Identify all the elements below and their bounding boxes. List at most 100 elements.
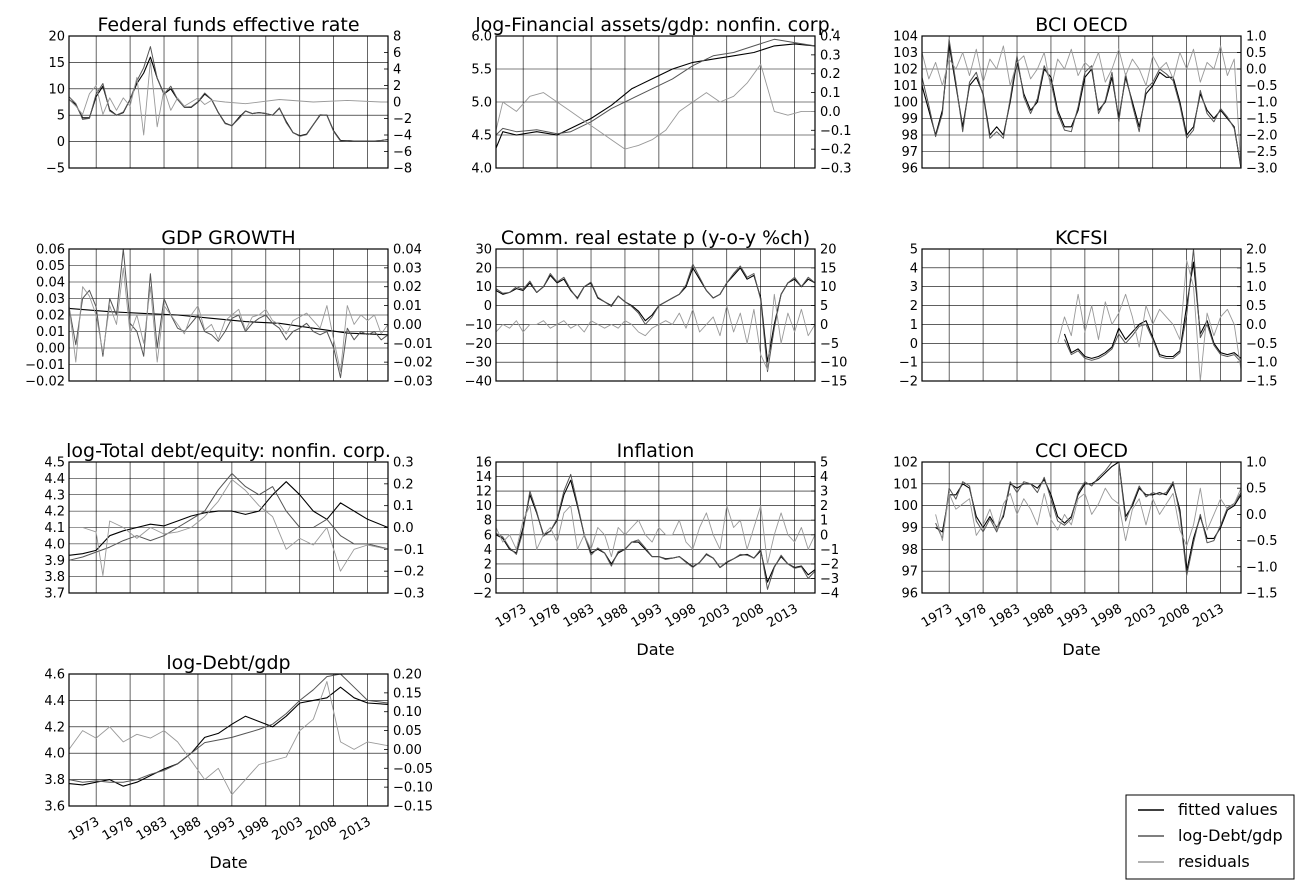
series-line-log-debt-gdp — [68, 248, 389, 379]
y-tick-label: 4.4 — [44, 472, 65, 487]
y2-tick-label: 1.0 — [1246, 280, 1267, 295]
y2-tick-label: 0.1 — [820, 86, 841, 101]
series-line-log-debt-gdp — [68, 473, 389, 561]
y2-tick-label: 0.5 — [1246, 46, 1267, 61]
series-line-fitted-values — [68, 481, 389, 556]
y-tick-label: 6 — [484, 528, 492, 543]
y2-tick-label: −0.2 — [820, 143, 852, 158]
y-tick-label: 4.1 — [44, 521, 65, 536]
y2-tick-label: −1.0 — [1246, 560, 1278, 575]
chart-panel-7: log-Total debt/equity: nonfin. corp.4.54… — [44, 440, 424, 602]
series-line-fitted-values — [1063, 261, 1242, 359]
x-axis-label: Date — [1062, 640, 1100, 659]
y2-tick-label: −0.01 — [393, 337, 433, 352]
plot-frame — [495, 461, 816, 594]
series-line-log-debt-gdp — [495, 263, 816, 373]
panel-title: log-Financial assets/gdp: nonfin. corp. — [475, 14, 835, 36]
x-tick-label: 1998 — [663, 601, 699, 631]
y2-tick-label: −0.3 — [393, 587, 425, 602]
y-tick-label: 99 — [901, 521, 918, 536]
panel-title: BCI OECD — [1035, 14, 1127, 36]
y2-tick-label: 0.20 — [393, 668, 422, 683]
y-tick-label: 100 — [893, 499, 918, 514]
x-tick-label: 1993 — [1055, 601, 1091, 631]
y2-tick-label: 1.0 — [1246, 456, 1267, 471]
y-tick-label: 4.6 — [44, 668, 65, 683]
panel-title: Comm. real estate p (y-o-y %ch) — [501, 227, 810, 249]
y2-tick-label: 5 — [820, 456, 828, 471]
x-tick-label: 1988 — [1021, 601, 1057, 631]
y2-tick-label: 0 — [820, 528, 828, 543]
y-tick-label: 0.00 — [36, 342, 65, 357]
series-line-fitted-values — [495, 43, 816, 149]
y-tick-label: 20 — [475, 261, 492, 276]
y2-tick-label: −0.5 — [1246, 534, 1278, 549]
legend-box — [1125, 794, 1295, 880]
x-tick-label: 1978 — [953, 601, 989, 631]
y2-tick-label: −1 — [820, 543, 839, 558]
y-tick-label: 3.8 — [44, 773, 65, 788]
x-tick-label: 1993 — [629, 601, 665, 631]
x-tick-label: 1983 — [987, 601, 1023, 631]
chart-panel-8: Inflation1614121086420−2543210−1−2−3−419… — [473, 440, 839, 659]
y2-tick-label: −8 — [393, 162, 412, 177]
series-line-residuals — [495, 293, 816, 371]
y2-tick-label: −0.5 — [1246, 79, 1278, 94]
legend-entry: residuals — [1178, 852, 1250, 871]
y-tick-label: 101 — [893, 477, 918, 492]
panel-title: Inflation — [617, 440, 695, 462]
x-tick-label: 1973 — [919, 601, 955, 631]
y2-tick-label: −2 — [820, 557, 839, 572]
y2-tick-label: 0.0 — [1246, 63, 1267, 78]
y2-tick-label: 0.1 — [393, 499, 414, 514]
y-tick-label: 4.2 — [44, 505, 65, 520]
y-tick-label: −0.02 — [25, 375, 65, 390]
y2-tick-label: 10 — [820, 280, 837, 295]
y2-tick-label: −0.5 — [1246, 337, 1278, 352]
x-tick-label: 2003 — [1123, 601, 1159, 631]
chart-panel-1: Federal funds effective rate20151050−586… — [46, 14, 412, 177]
y-tick-label: 0.04 — [36, 276, 65, 291]
y-tick-label: 12 — [475, 485, 492, 500]
series-line-log-debt-gdp — [68, 46, 389, 142]
y2-tick-label: 0.15 — [393, 686, 422, 701]
x-tick-label: 2013 — [337, 814, 373, 844]
plot-frame — [68, 461, 389, 594]
y-tick-label: 4.2 — [44, 720, 65, 735]
y-tick-label: 6.0 — [471, 30, 492, 45]
y-tick-label: 3.7 — [44, 587, 65, 602]
y2-tick-label: −5 — [820, 337, 839, 352]
y2-tick-label: −0.02 — [393, 356, 433, 371]
y-tick-label: 1 — [910, 318, 918, 333]
y2-tick-label: −0.10 — [393, 781, 433, 796]
x-tick-label: 2003 — [270, 814, 306, 844]
y2-tick-label: 2 — [393, 79, 401, 94]
y2-tick-label: 2 — [820, 499, 828, 514]
y-tick-label: −20 — [465, 337, 492, 352]
y-tick-label: 16 — [475, 456, 492, 471]
y-tick-label: 10 — [48, 82, 65, 97]
y2-tick-label: −1.5 — [1246, 112, 1278, 127]
x-tick-label: 1983 — [134, 814, 170, 844]
y2-tick-label: −10 — [820, 356, 847, 371]
legend: fitted values log-Debt/gdp residuals — [1125, 794, 1295, 880]
series-line-residuals — [69, 479, 389, 576]
y-tick-label: 104 — [893, 30, 918, 45]
panel-title: CCI OECD — [1035, 440, 1128, 462]
y-tick-label: 4 — [484, 543, 492, 558]
y-tick-label: 4.0 — [44, 747, 65, 762]
y2-tick-label: 0.0 — [820, 105, 841, 120]
chart-panel-6: KCFSI 5 4 3 2 1 0 −1 −2 2.0 1.5 1.0 0.5 0.0 −0.5 −1.0 −1… — [899, 227, 1278, 390]
chart-panel-5: Comm. real estate p (y-o-y %ch) 30 20 10 0 −1… — [465, 227, 848, 390]
legend-entry: log-Debt/gdp — [1178, 826, 1283, 845]
chart-panel-4: GDP GROWTH0.060.050.040.030.020.010.00−0… — [25, 227, 433, 390]
y-tick-label: 98 — [901, 129, 918, 144]
y2-tick-label: 0.4 — [820, 30, 841, 45]
y-tick-label: 10 — [475, 499, 492, 514]
y-tick-label: 4.0 — [471, 162, 492, 177]
y-tick-label: 4.4 — [44, 694, 65, 709]
y2-tick-label: −2 — [393, 112, 412, 127]
y2-tick-label: −0.1 — [393, 543, 425, 558]
